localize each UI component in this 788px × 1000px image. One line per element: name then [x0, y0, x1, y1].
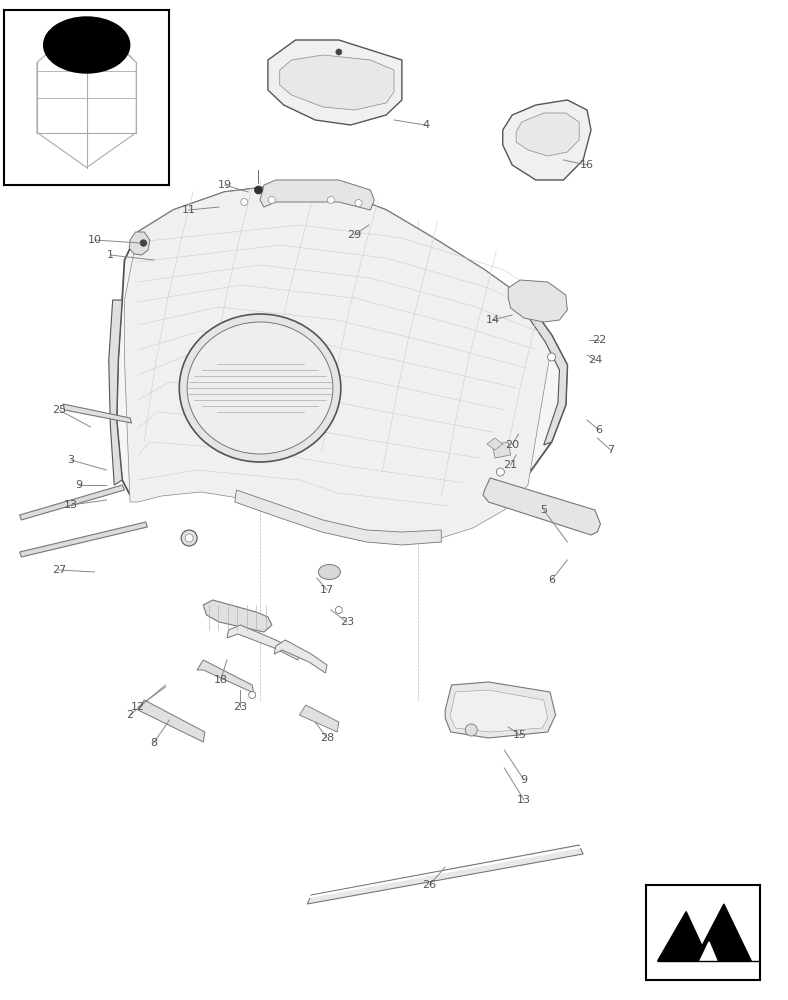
Text: 16: 16 — [580, 160, 594, 170]
Text: 1: 1 — [107, 250, 113, 260]
Text: 11: 11 — [182, 205, 196, 215]
Circle shape — [465, 724, 478, 736]
Circle shape — [328, 196, 334, 204]
Ellipse shape — [43, 17, 130, 73]
Ellipse shape — [187, 322, 333, 454]
Text: 28: 28 — [320, 733, 334, 743]
Circle shape — [548, 353, 556, 361]
Text: 18: 18 — [214, 675, 228, 685]
Polygon shape — [451, 690, 548, 732]
Circle shape — [269, 196, 275, 204]
Polygon shape — [487, 438, 503, 450]
Text: 19: 19 — [217, 180, 232, 190]
Polygon shape — [520, 300, 567, 445]
Text: 6: 6 — [596, 425, 602, 435]
Polygon shape — [129, 232, 150, 255]
Text: 10: 10 — [87, 235, 102, 245]
Text: 4: 4 — [422, 120, 429, 130]
Text: 23: 23 — [340, 617, 354, 627]
Text: 29: 29 — [348, 230, 362, 240]
Polygon shape — [203, 600, 272, 632]
Text: 17: 17 — [320, 585, 334, 595]
Polygon shape — [268, 40, 402, 125]
Text: 27: 27 — [52, 565, 66, 575]
Polygon shape — [260, 180, 374, 210]
Text: 13: 13 — [517, 795, 531, 805]
Polygon shape — [299, 705, 339, 732]
Polygon shape — [694, 904, 751, 961]
Polygon shape — [125, 185, 552, 540]
Ellipse shape — [179, 314, 340, 462]
Text: 7: 7 — [607, 445, 615, 455]
Circle shape — [255, 186, 262, 194]
Circle shape — [241, 198, 247, 206]
Polygon shape — [492, 442, 511, 458]
Text: 23: 23 — [233, 702, 247, 712]
Polygon shape — [227, 625, 299, 660]
Text: 8: 8 — [150, 738, 158, 748]
Text: 26: 26 — [422, 880, 437, 890]
Polygon shape — [483, 478, 600, 535]
Polygon shape — [516, 113, 579, 156]
Circle shape — [140, 240, 147, 246]
Text: 22: 22 — [592, 335, 606, 345]
Circle shape — [496, 468, 504, 476]
Circle shape — [181, 530, 197, 546]
Polygon shape — [700, 942, 717, 961]
Polygon shape — [117, 185, 567, 532]
Polygon shape — [657, 912, 709, 961]
Text: 5: 5 — [541, 505, 547, 515]
Polygon shape — [307, 845, 583, 904]
Polygon shape — [445, 682, 556, 738]
Text: 14: 14 — [485, 315, 500, 325]
Polygon shape — [503, 100, 591, 180]
Text: 12: 12 — [131, 702, 145, 712]
Text: 20: 20 — [505, 440, 519, 450]
Text: 6: 6 — [548, 575, 555, 585]
Polygon shape — [280, 55, 394, 110]
Text: 9: 9 — [520, 775, 528, 785]
Polygon shape — [20, 485, 125, 520]
Text: 13: 13 — [64, 500, 78, 510]
Text: 3: 3 — [68, 455, 74, 465]
Text: 15: 15 — [513, 730, 527, 740]
Circle shape — [336, 606, 342, 613]
Text: 2: 2 — [126, 710, 134, 720]
Circle shape — [249, 692, 255, 698]
Polygon shape — [197, 660, 254, 693]
Polygon shape — [63, 404, 132, 423]
Polygon shape — [109, 300, 122, 485]
Ellipse shape — [318, 564, 340, 580]
Polygon shape — [235, 490, 441, 545]
Text: 24: 24 — [588, 355, 602, 365]
Polygon shape — [20, 522, 147, 557]
Polygon shape — [274, 640, 327, 673]
Circle shape — [185, 534, 193, 542]
Polygon shape — [508, 280, 567, 322]
Text: 9: 9 — [75, 480, 83, 490]
Text: 25: 25 — [52, 405, 66, 415]
Circle shape — [336, 49, 342, 55]
Text: 21: 21 — [504, 460, 518, 470]
Polygon shape — [138, 700, 205, 742]
Circle shape — [355, 200, 362, 207]
